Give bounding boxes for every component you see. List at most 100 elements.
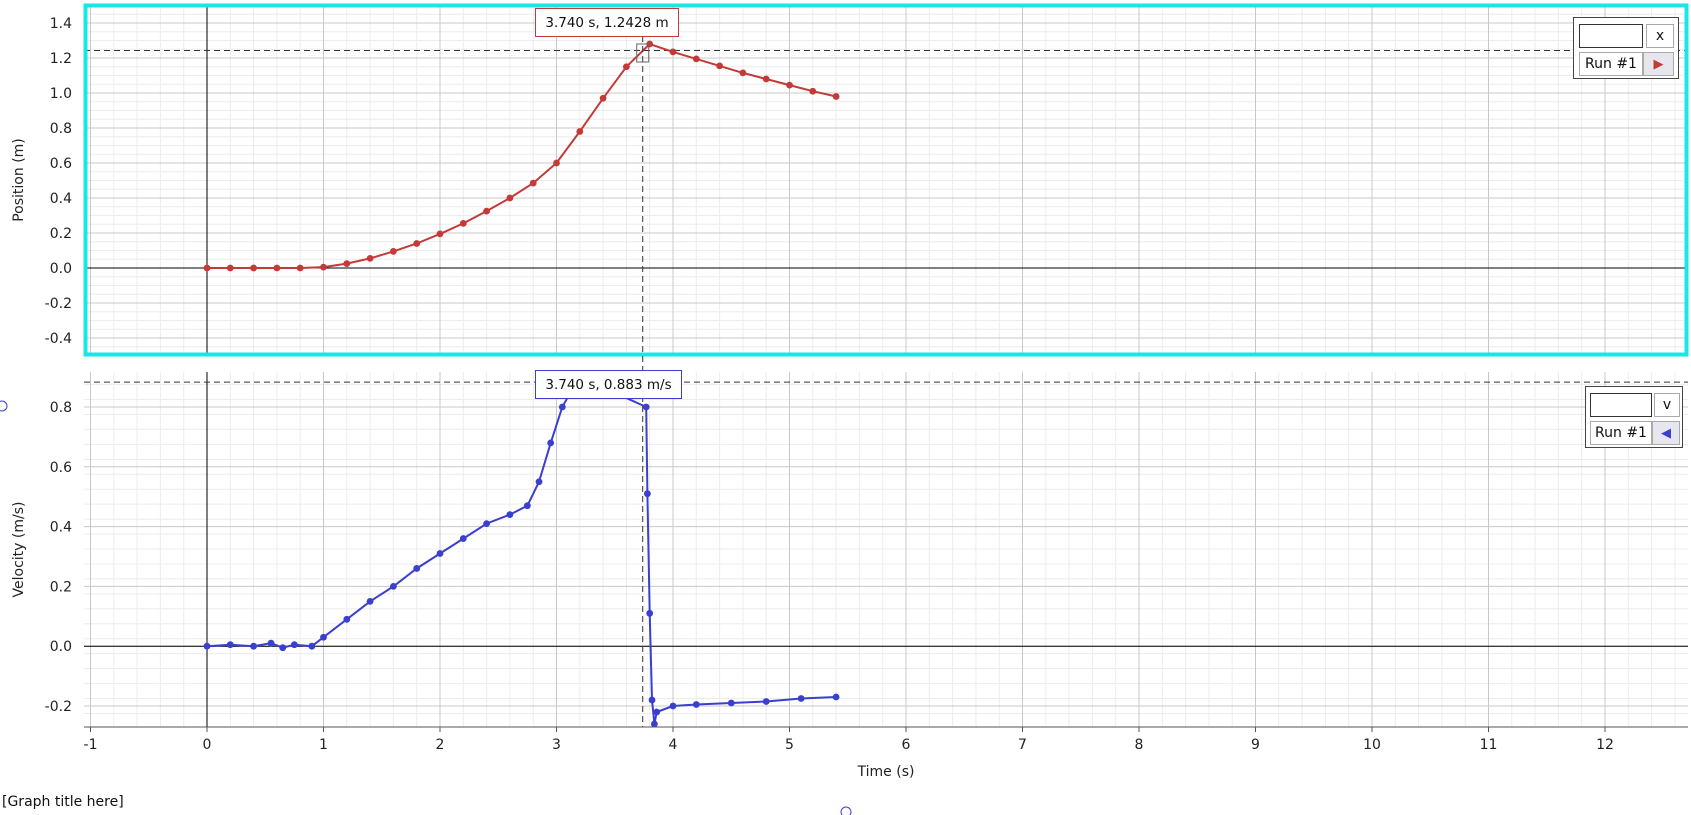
position-data-point	[459, 219, 467, 227]
position-y-tick-label: -0.4	[45, 331, 72, 347]
position-data-point	[529, 179, 537, 187]
x-tick-label: 12	[1596, 737, 1614, 753]
velocity-data-point	[267, 639, 275, 647]
x-tick-label: 9	[1251, 737, 1260, 753]
play-right-icon[interactable]: ▶	[1643, 52, 1674, 76]
velocity-data-point	[547, 439, 555, 447]
position-y-tick-label: 0.4	[50, 191, 72, 207]
velocity-data-point	[727, 699, 735, 707]
velocity-symbol-field[interactable]	[1590, 393, 1652, 417]
x-axis-label: Time (s)	[857, 764, 915, 780]
position-data-point	[692, 55, 700, 63]
x-tick-label: 7	[1018, 737, 1027, 753]
position-legend[interactable]: x Run #1 ▶	[1573, 17, 1679, 79]
x-tick-label: 11	[1480, 737, 1498, 753]
position-data-point	[203, 264, 211, 272]
x-tick-label: 5	[785, 737, 794, 753]
velocity-data-point	[692, 701, 700, 708]
position-cursor-handle	[636, 43, 650, 63]
graph-title[interactable]: [Graph title here]	[2, 794, 124, 810]
velocity-data-point	[506, 511, 514, 519]
position-data-point	[343, 260, 351, 268]
velocity-data-point	[366, 597, 374, 605]
x-tick-label: 10	[1363, 737, 1381, 753]
position-data-point	[599, 94, 607, 102]
velocity-data-point	[203, 642, 211, 650]
velocity-data-point	[832, 693, 840, 701]
velocity-data-point	[762, 698, 770, 705]
bottom-resize-handle	[840, 806, 852, 815]
position-data-point	[296, 264, 304, 272]
position-data-point	[553, 159, 560, 167]
velocity-cursor-readout: 3.740 s, 0.883 m/s	[535, 370, 682, 399]
velocity-y-tick-label: 0.0	[50, 639, 72, 655]
velocity-data-point	[535, 478, 543, 486]
velocity-data-point	[413, 565, 421, 572]
velocity-symbol-label: v	[1654, 393, 1680, 417]
position-y-tick-label: -0.2	[45, 296, 72, 312]
velocity-data-point	[483, 520, 490, 528]
position-y-tick-label: 1.4	[50, 16, 72, 32]
x-tick-label: -1	[84, 737, 98, 753]
velocity-data-point	[669, 702, 677, 710]
velocity-data-point	[390, 583, 397, 590]
x-tick-label: 0	[203, 737, 212, 753]
velocity-data-point	[797, 695, 805, 702]
position-y-tick-label: 0.0	[50, 261, 72, 277]
velocity-data-point	[290, 641, 298, 649]
play-left-icon[interactable]: ◀	[1652, 421, 1680, 445]
velocity-data-point	[643, 490, 651, 498]
velocity-data-point	[523, 502, 531, 510]
velocity-run-label[interactable]: Run #1	[1590, 421, 1652, 445]
x-tick-label: 1	[319, 737, 328, 753]
velocity-data-point	[653, 708, 661, 716]
velocity-data-point	[650, 720, 658, 728]
position-data-point	[646, 40, 654, 48]
velocity-data-point	[308, 642, 316, 650]
position-data-point	[786, 81, 793, 89]
position-data-point	[506, 194, 514, 202]
position-data-point	[576, 128, 584, 135]
position-data-point	[273, 264, 281, 272]
velocity-data-point	[343, 615, 351, 623]
position-data-point	[716, 62, 723, 70]
x-tick-label: 2	[436, 737, 445, 753]
x-tick-label: 4	[669, 737, 678, 753]
velocity-y-tick-label: 0.8	[50, 400, 72, 416]
position-data-point	[669, 48, 677, 56]
position-plot: -0.4 -0.2 0.0 0.2 0.4 0.6 0.8 1.0 1.2 1.4 Position…	[11, 3, 1689, 357]
position-y-axis-label: Position (m)	[11, 138, 27, 222]
velocity-y-tick-label: 0.2	[50, 579, 72, 595]
position-symbol-field[interactable]	[1579, 24, 1643, 48]
position-series-line	[207, 42, 837, 269]
velocity-data-point	[642, 403, 650, 411]
x-tick-label: 3	[552, 737, 561, 753]
x-tick-label: 8	[1135, 737, 1144, 753]
velocity-legend[interactable]: v Run #1 ◀	[1585, 386, 1683, 448]
velocity-data-point	[646, 609, 654, 617]
position-data-point	[832, 93, 840, 100]
position-data-point	[436, 230, 444, 238]
velocity-data-point	[250, 642, 257, 650]
velocity-data-point	[320, 633, 327, 641]
velocity-data-point	[226, 641, 234, 649]
position-data-point	[739, 69, 747, 77]
position-data-point	[483, 207, 490, 215]
position-run-label[interactable]: Run #1	[1579, 52, 1643, 76]
position-data-point	[623, 63, 630, 71]
velocity-y-axis-label: Velocity (m/s)	[11, 502, 27, 598]
position-data-point	[762, 75, 770, 83]
velocity-y-tick-label: 0.4	[50, 520, 72, 536]
velocity-data-point	[459, 535, 467, 542]
position-cursor-readout: 3.740 s, 1.2428 m	[535, 8, 679, 37]
velocity-y-tick-label: -0.2	[45, 699, 72, 715]
velocity-data-point	[558, 403, 566, 411]
velocity-data-point	[436, 550, 444, 557]
position-y-tick-label: 1.2	[50, 51, 72, 67]
left-resize-handle	[0, 400, 8, 412]
position-data-point	[366, 254, 374, 262]
position-data-point	[320, 263, 327, 271]
position-y-tick-label: 0.6	[50, 156, 72, 172]
